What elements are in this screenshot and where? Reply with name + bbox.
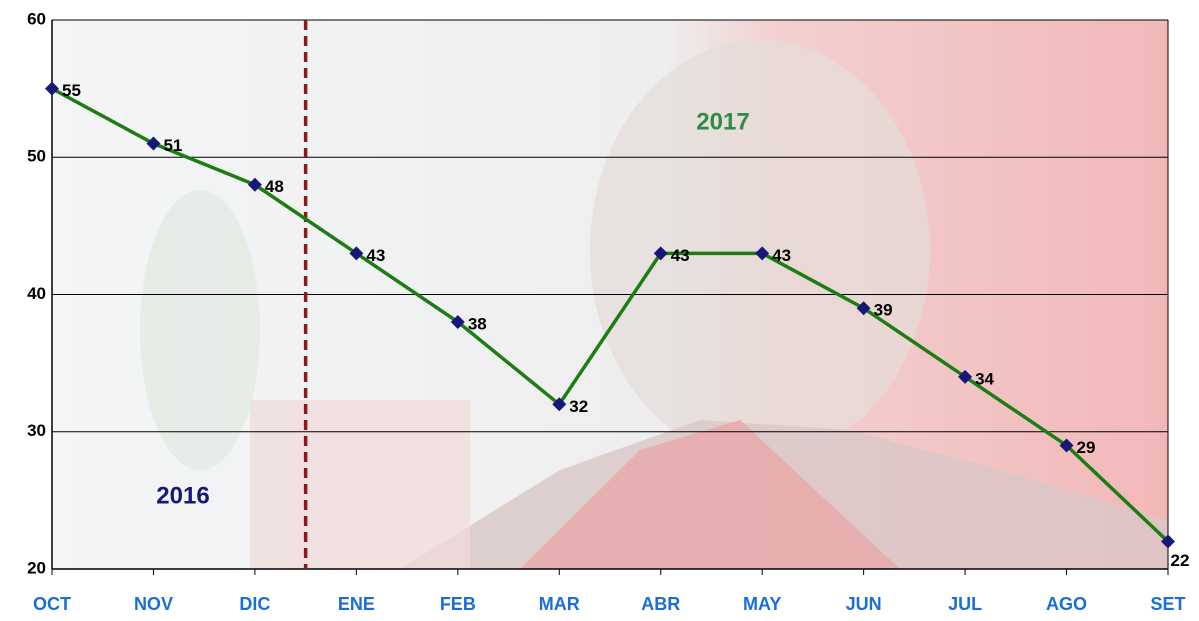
annotation: 2016: [156, 482, 209, 509]
marker: [349, 246, 364, 261]
data-label: 43: [366, 246, 385, 265]
x-tick-label: AGO: [1046, 594, 1087, 614]
x-tick-label: FEB: [440, 594, 476, 614]
y-tick-label: 40: [27, 284, 46, 303]
y-tick-label: 50: [27, 147, 46, 166]
x-tick-label: DIC: [239, 594, 270, 614]
x-tick-label: OCT: [33, 594, 71, 614]
x-tick-label: ABR: [641, 594, 680, 614]
line: [51, 87, 1170, 543]
x-tick-label: MAR: [539, 594, 580, 614]
marker: [247, 177, 262, 192]
marker: [653, 246, 668, 261]
data-label: 43: [772, 246, 791, 265]
data-label: 38: [468, 314, 487, 333]
marker: [450, 314, 465, 329]
marker: [755, 246, 770, 261]
marker: [958, 369, 973, 384]
x-tick-label: JUN: [846, 594, 882, 614]
x-tick-label: NOV: [134, 594, 173, 614]
marker: [45, 81, 59, 96]
marker: [1059, 438, 1074, 453]
x-tick-label: MAY: [743, 594, 781, 614]
annotation: 2017: [696, 108, 749, 135]
data-label: 55: [62, 81, 81, 100]
x-tick-label: ENE: [338, 594, 375, 614]
y-tick-label: 30: [27, 421, 46, 440]
data-label: 39: [874, 301, 893, 320]
x-tick-label: JUL: [948, 594, 982, 614]
data-label: 22: [1171, 551, 1190, 570]
data-label: 51: [163, 136, 182, 155]
data-label: 48: [265, 177, 284, 196]
y-tick-label: 20: [27, 558, 46, 577]
x-tick-label: SET: [1150, 594, 1185, 614]
data-label: 43: [671, 246, 690, 265]
data-label: 34: [975, 369, 994, 388]
marker: [1161, 534, 1175, 549]
marker: [552, 397, 567, 412]
data-label: 29: [1077, 438, 1096, 457]
marker: [146, 136, 161, 151]
data-label: 32: [569, 397, 588, 416]
marker: [856, 301, 871, 316]
y-tick-label: 60: [27, 9, 46, 28]
